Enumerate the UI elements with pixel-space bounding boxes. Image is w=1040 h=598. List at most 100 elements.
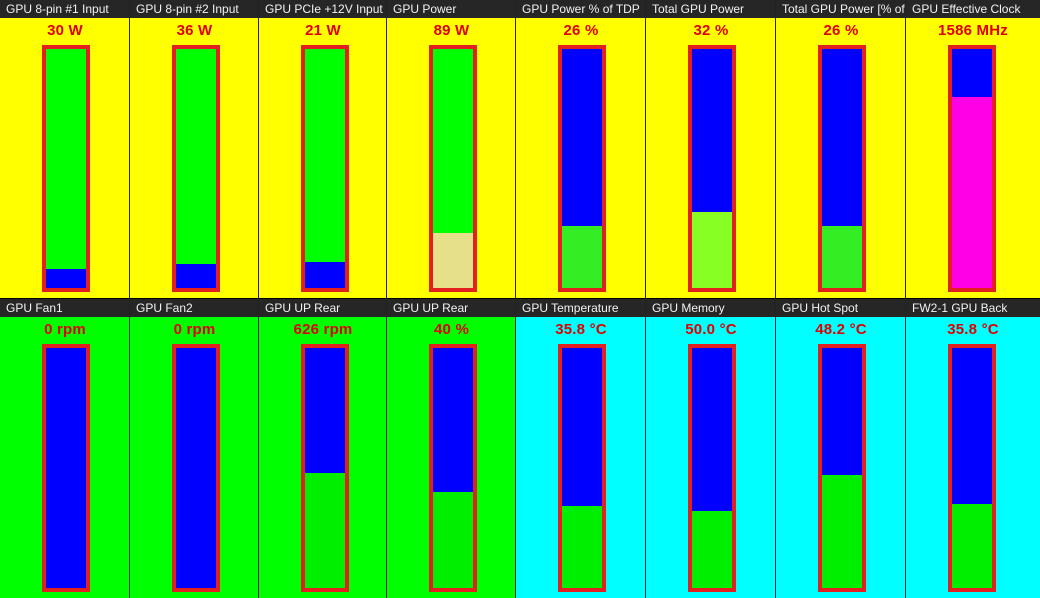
sensor-bar bbox=[429, 45, 477, 292]
sensor-bar-fill bbox=[952, 96, 992, 288]
sensor-bar-fill bbox=[305, 472, 345, 588]
sensor-value: 48.2 °C bbox=[815, 321, 867, 338]
sensor-panel: GPU Temperature 35.8 °C bbox=[516, 299, 646, 598]
sensor-panel: FW2-1 GPU Back 35.8 °C bbox=[906, 299, 1040, 598]
sensor-body: 26 % bbox=[516, 18, 646, 298]
sensor-bar-fill bbox=[433, 233, 473, 288]
sensor-label: GPU 8-pin #1 Input bbox=[0, 0, 130, 18]
sensor-bar bbox=[172, 45, 220, 292]
sensor-value: 0 rpm bbox=[173, 321, 216, 338]
sensor-value: 26 % bbox=[823, 22, 859, 39]
sensor-bar bbox=[172, 344, 220, 592]
sensor-panel: GPU 8-pin #2 Input 36 W bbox=[130, 0, 259, 298]
sensor-panel: GPU UP Rear 40 % bbox=[387, 299, 516, 598]
sensor-value: 32 % bbox=[693, 22, 729, 39]
sensor-label: GPU Power bbox=[387, 0, 516, 18]
panel-divider bbox=[515, 299, 516, 598]
sensor-label: GPU UP Rear bbox=[387, 299, 516, 317]
sensor-body: 26 % bbox=[776, 18, 906, 298]
sensor-bar bbox=[301, 344, 349, 592]
sensor-bar bbox=[558, 45, 606, 292]
panel-divider bbox=[515, 0, 516, 298]
sensor-value: 35.8 °C bbox=[947, 321, 999, 338]
sensor-panel: GPU Power 89 W bbox=[387, 0, 516, 298]
sensor-bar-fill bbox=[822, 475, 862, 588]
sensor-bar bbox=[42, 45, 90, 292]
sensor-bar bbox=[818, 344, 866, 592]
sensor-panel: GPU Power % of TDP 26 % bbox=[516, 0, 646, 298]
panel-divider bbox=[645, 0, 646, 298]
sensor-value: 26 % bbox=[563, 22, 599, 39]
sensor-label: Total GPU Power [% of bbox=[776, 0, 906, 18]
sensor-panel: GPU UP Rear 626 rpm bbox=[259, 299, 387, 598]
sensor-value: 40 % bbox=[434, 321, 469, 338]
sensor-panel: Total GPU Power 32 % bbox=[646, 0, 776, 298]
sensor-bar bbox=[301, 45, 349, 292]
panel-divider bbox=[775, 0, 776, 298]
sensor-bar bbox=[688, 45, 736, 292]
panel-divider bbox=[645, 299, 646, 598]
sensor-body: 1586 MHz bbox=[906, 18, 1040, 298]
sensor-bar-fill bbox=[46, 268, 86, 288]
sensor-bar-fill bbox=[692, 511, 732, 588]
sensor-body: 36 W bbox=[130, 18, 259, 298]
sensor-label: GPU Effective Clock bbox=[906, 0, 1040, 18]
sensor-value: 89 W bbox=[433, 22, 470, 39]
sensor-body: 0 rpm bbox=[130, 317, 259, 598]
sensor-body: 89 W bbox=[387, 18, 516, 298]
sensor-value: 0 rpm bbox=[44, 321, 86, 338]
sensor-bar bbox=[948, 344, 996, 592]
panel-divider bbox=[129, 299, 130, 598]
sensor-value: 21 W bbox=[305, 22, 341, 39]
panel-divider bbox=[386, 0, 387, 298]
sensor-label: FW2-1 GPU Back bbox=[906, 299, 1040, 317]
sensor-bar bbox=[948, 45, 996, 292]
sensor-panel: GPU Memory 50.0 °C bbox=[646, 299, 776, 598]
sensor-body: 30 W bbox=[0, 18, 130, 298]
sensor-body: 32 % bbox=[646, 18, 776, 298]
panel-divider bbox=[258, 0, 259, 298]
panel-divider bbox=[129, 0, 130, 298]
sensor-bar bbox=[818, 45, 866, 292]
sensor-value: 36 W bbox=[176, 22, 213, 39]
sensor-body: 40 % bbox=[387, 317, 516, 598]
sensor-body: 626 rpm bbox=[259, 317, 387, 598]
sensor-panel: Total GPU Power [% of 26 % bbox=[776, 0, 906, 298]
sensor-bar-fill bbox=[562, 225, 602, 288]
sensor-bar-fill bbox=[176, 264, 216, 288]
panel-divider bbox=[905, 0, 906, 298]
sensor-label: GPU Fan2 bbox=[130, 299, 259, 317]
sensor-panel: GPU PCIe +12V Input 21 W bbox=[259, 0, 387, 298]
sensor-body: 48.2 °C bbox=[776, 317, 906, 598]
sensor-bar bbox=[688, 344, 736, 592]
sensor-value: 30 W bbox=[47, 22, 83, 39]
sensor-panel: GPU Fan2 0 rpm bbox=[130, 299, 259, 598]
panel-divider bbox=[775, 299, 776, 598]
sensor-body: 35.8 °C bbox=[516, 317, 646, 598]
sensor-value: 1586 MHz bbox=[938, 22, 1008, 39]
sensor-label: GPU PCIe +12V Input bbox=[259, 0, 387, 18]
sensor-body: 50.0 °C bbox=[646, 317, 776, 598]
sensor-label: GPU Hot Spot bbox=[776, 299, 906, 317]
sensor-label: GPU UP Rear bbox=[259, 299, 387, 317]
sensor-panel: GPU Hot Spot 48.2 °C bbox=[776, 299, 906, 598]
sensor-value: 626 rpm bbox=[293, 321, 353, 338]
sensor-label: GPU Fan1 bbox=[0, 299, 130, 317]
sensor-value: 35.8 °C bbox=[555, 321, 607, 338]
panel-divider bbox=[386, 299, 387, 598]
panel-divider bbox=[905, 299, 906, 598]
sensor-label: Total GPU Power bbox=[646, 0, 776, 18]
sensor-body: 21 W bbox=[259, 18, 387, 298]
sensor-bar-fill bbox=[562, 506, 602, 588]
sensor-panel: GPU Fan1 0 rpm bbox=[0, 299, 130, 598]
sensor-bar bbox=[429, 344, 477, 592]
sensor-label: GPU Memory bbox=[646, 299, 776, 317]
sensor-label: GPU 8-pin #2 Input bbox=[130, 0, 259, 18]
sensor-value: 50.0 °C bbox=[685, 321, 737, 338]
sensor-bar-fill bbox=[433, 492, 473, 588]
sensor-bar-fill bbox=[692, 211, 732, 288]
sensor-body: 35.8 °C bbox=[906, 317, 1040, 598]
sensor-bar bbox=[558, 344, 606, 592]
sensor-bar-fill bbox=[305, 261, 345, 288]
panel-divider bbox=[258, 299, 259, 598]
